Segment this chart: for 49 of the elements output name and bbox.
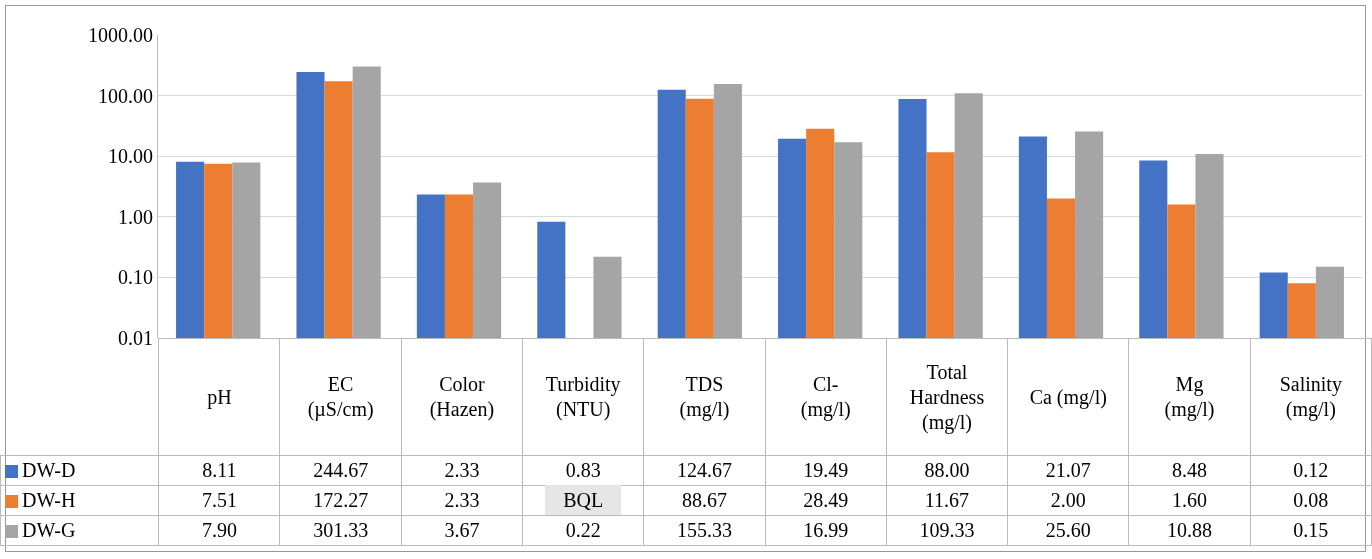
data-label: 0.22 bbox=[522, 515, 644, 546]
data-label: 2.33 bbox=[401, 455, 523, 486]
data-label: 0.15 bbox=[1250, 515, 1372, 546]
data-label: 21.07 bbox=[1007, 455, 1129, 486]
data-label: 19.49 bbox=[765, 455, 887, 486]
data-label: 7.90 bbox=[158, 515, 280, 546]
y-tick-label: 10.00 bbox=[108, 145, 153, 168]
data-label: 0.12 bbox=[1250, 455, 1372, 486]
data-label: 1.60 bbox=[1128, 485, 1251, 516]
data-label: 301.33 bbox=[279, 515, 402, 546]
x-tick-label: Total Hardness (mg/l) bbox=[886, 338, 1008, 456]
x-tick-label: pH bbox=[158, 338, 280, 456]
x-tick-label: Ca (mg/l) bbox=[1007, 338, 1129, 456]
data-label: 11.67 bbox=[886, 485, 1008, 516]
y-tick-label: 1.00 bbox=[118, 205, 153, 228]
data-label: 3.67 bbox=[401, 515, 523, 546]
data-label: 8.48 bbox=[1128, 455, 1251, 486]
data-label: 0.83 bbox=[522, 455, 644, 486]
data-label: 28.49 bbox=[765, 485, 887, 516]
data-label: 2.00 bbox=[1007, 485, 1129, 516]
y-tick-label: 100.00 bbox=[98, 84, 153, 107]
data-label: 124.67 bbox=[643, 455, 766, 486]
data-label: 7.51 bbox=[158, 485, 280, 516]
data-label: 0.08 bbox=[1250, 485, 1372, 516]
data-label: 172.27 bbox=[279, 485, 402, 516]
data-label: 88.67 bbox=[643, 485, 766, 516]
legend-label: DW-D bbox=[0, 455, 159, 486]
x-tick-label: EC (µS/cm) bbox=[279, 338, 402, 456]
x-tick-label: Cl- (mg/l) bbox=[765, 338, 887, 456]
data-label: 16.99 bbox=[765, 515, 887, 546]
x-tick-label: Turbidity (NTU) bbox=[522, 338, 644, 456]
y-tick-label: 0.01 bbox=[118, 327, 153, 349]
data-label: 8.11 bbox=[158, 455, 280, 486]
x-tick-label: Salinity (mg/l) bbox=[1250, 338, 1372, 456]
y-tick-label: 1000.00 bbox=[88, 24, 153, 46]
text: BQL bbox=[563, 489, 604, 511]
data-label: 155.33 bbox=[643, 515, 766, 546]
legend-label: DW-G bbox=[0, 515, 159, 546]
x-tick-label: TDS (mg/l) bbox=[643, 338, 766, 456]
y-tick-label: 0.10 bbox=[118, 266, 153, 289]
data-label: 10.88 bbox=[1128, 515, 1251, 546]
legend-label: DW-H bbox=[0, 485, 159, 516]
data-label: 244.67 bbox=[279, 455, 402, 486]
x-tick-label: Color (Hazen) bbox=[401, 338, 523, 456]
data-label: 88.00 bbox=[886, 455, 1008, 486]
x-tick-label: Mg (mg/l) bbox=[1128, 338, 1251, 456]
data-label: 109.33 bbox=[886, 515, 1008, 546]
data-label: 2.33 bbox=[401, 485, 523, 516]
data-label: 25.60 bbox=[1007, 515, 1129, 546]
